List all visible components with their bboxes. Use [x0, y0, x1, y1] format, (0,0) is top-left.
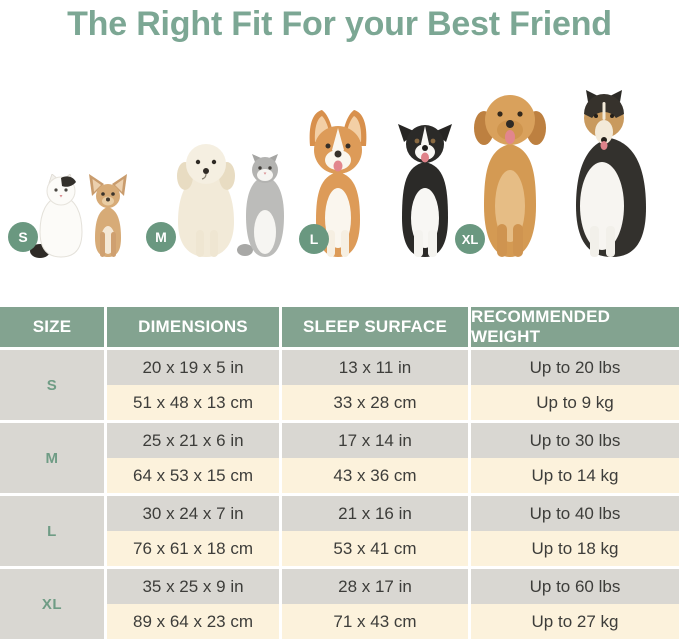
pet-size-illustration: S M L XL	[0, 60, 679, 258]
size-label-m: M	[0, 423, 104, 493]
white-cat-icon	[30, 174, 83, 258]
sleep-surface-in: 21 x 16 in	[282, 496, 468, 531]
size-label-s: S	[0, 350, 104, 420]
size-badge-s: S	[8, 222, 38, 252]
table-group-s: S 20 x 19 x 5 in 13 x 11 in Up to 20 lbs…	[0, 350, 679, 420]
sleep-surface-in: 17 x 14 in	[282, 423, 468, 458]
golden-retriever-icon	[474, 95, 546, 257]
maltese-dog-image	[168, 138, 244, 258]
size-badge-m: M	[146, 222, 176, 252]
header-recommended-weight: RECOMMENDED WEIGHT	[471, 307, 679, 347]
sleep-surface-cm: 43 x 36 cm	[282, 458, 468, 493]
size-label-l: L	[0, 496, 104, 566]
gray-cat-image	[236, 154, 294, 258]
table-header-row: SIZE DIMENSIONS SLEEP SURFACE RECOMMENDE…	[0, 307, 679, 347]
header-size: SIZE	[0, 307, 104, 347]
sleep-surface-cm: 71 x 43 cm	[282, 604, 468, 639]
size-badge-l: L	[299, 224, 329, 254]
dimensions-in: 30 x 24 x 7 in	[107, 496, 279, 531]
rough-collie-icon	[576, 90, 646, 257]
sleep-surface-in: 28 x 17 in	[282, 569, 468, 604]
dimensions-cm: 89 x 64 x 23 cm	[107, 604, 279, 639]
weight-lbs: Up to 60 lbs	[471, 569, 679, 604]
size-chart-table: SIZE DIMENSIONS SLEEP SURFACE RECOMMENDE…	[0, 307, 679, 639]
dimensions-in: 20 x 19 x 5 in	[107, 350, 279, 385]
border-collie-image	[384, 122, 466, 258]
weight-kg: Up to 14 kg	[471, 458, 679, 493]
header-sleep-surface: SLEEP SURFACE	[282, 307, 468, 347]
sleep-surface-cm: 53 x 41 cm	[282, 531, 468, 566]
border-collie-icon	[398, 124, 452, 257]
gray-cat-icon	[237, 154, 284, 257]
sleep-surface-in: 13 x 11 in	[282, 350, 468, 385]
weight-kg: Up to 9 kg	[471, 385, 679, 420]
size-label-xl: XL	[0, 569, 104, 639]
rough-collie-image	[550, 90, 662, 258]
chihuahua-image	[88, 170, 128, 258]
weight-lbs: Up to 40 lbs	[471, 496, 679, 531]
dimensions-cm: 51 x 48 x 13 cm	[107, 385, 279, 420]
white-cat-image	[30, 174, 92, 258]
maltese-dog-icon	[177, 144, 235, 257]
chihuahua-icon	[89, 174, 127, 257]
weight-kg: Up to 18 kg	[471, 531, 679, 566]
weight-lbs: Up to 30 lbs	[471, 423, 679, 458]
dimensions-in: 25 x 21 x 6 in	[107, 423, 279, 458]
table-group-l: L 30 x 24 x 7 in 21 x 16 in Up to 40 lbs…	[0, 496, 679, 566]
dimensions-cm: 64 x 53 x 15 cm	[107, 458, 279, 493]
sleep-surface-cm: 33 x 28 cm	[282, 385, 468, 420]
size-badge-xl: XL	[455, 224, 485, 254]
header-dimensions: DIMENSIONS	[107, 307, 279, 347]
table-group-xl: XL 35 x 25 x 9 in 28 x 17 in Up to 60 lb…	[0, 569, 679, 639]
dimensions-cm: 76 x 61 x 18 cm	[107, 531, 279, 566]
golden-retriever-image	[466, 86, 554, 258]
table-group-m: M 25 x 21 x 6 in 17 x 14 in Up to 30 lbs…	[0, 423, 679, 493]
weight-lbs: Up to 20 lbs	[471, 350, 679, 385]
page-title: The Right Fit For your Best Friend	[67, 5, 612, 43]
dimensions-in: 35 x 25 x 9 in	[107, 569, 279, 604]
weight-kg: Up to 27 kg	[471, 604, 679, 639]
